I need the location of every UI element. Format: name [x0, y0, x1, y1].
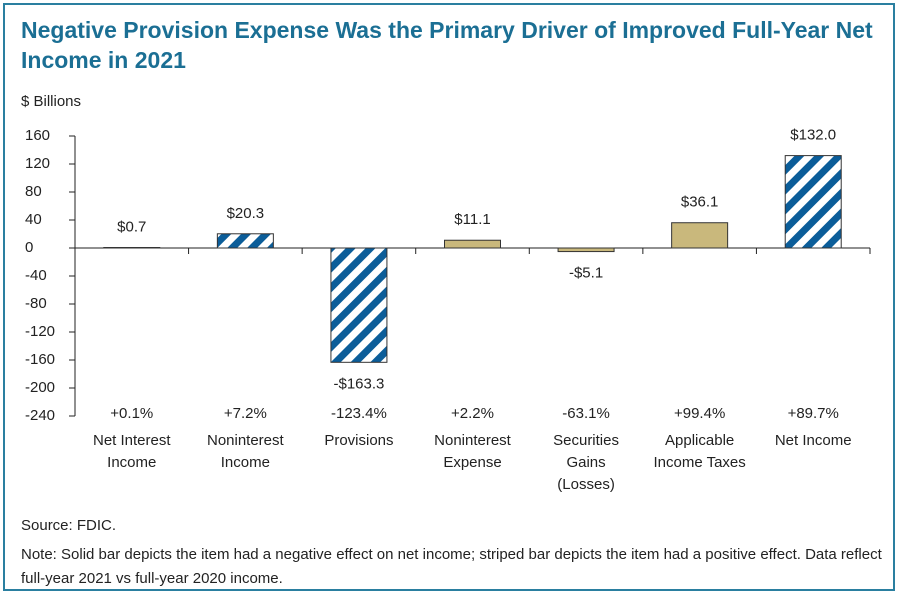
bar	[444, 239, 501, 249]
note: Note: Solid bar depicts the item had a n…	[21, 546, 882, 587]
x-tick-label: Net Interest Income	[93, 432, 171, 471]
change-label: +89.7%	[788, 405, 839, 422]
y-tick-label: -200	[25, 379, 55, 396]
x-tick-label: Noninterest Income	[206, 432, 284, 471]
data-label: $11.1	[454, 211, 490, 228]
data-label: $132.0	[790, 127, 836, 144]
y-tick-label: -80	[25, 295, 47, 312]
y-tick-label: -160	[25, 351, 55, 368]
change-label: +2.2%	[451, 405, 494, 422]
y-tick-label: 80	[25, 183, 42, 200]
y-axis-label: $ Billions	[21, 93, 82, 110]
data-label: $20.3	[227, 205, 265, 222]
change-label: +99.4%	[674, 405, 725, 422]
frame: Negative Provision Expense Was the Prima…	[3, 3, 895, 591]
y-tick-label: -40	[25, 267, 47, 284]
data-label: -$163.3	[333, 375, 384, 392]
x-tick-label: Net Income	[774, 432, 852, 449]
bar	[330, 247, 388, 363]
data-label: $0.7	[117, 218, 146, 235]
y-tick-label: 160	[25, 127, 50, 144]
x-tick-label: Noninterest Expense	[434, 432, 511, 471]
change-label: +7.2%	[224, 405, 267, 422]
x-tick-label: Securities Gains (Losses)	[553, 432, 619, 493]
change-label: -123.4%	[331, 405, 387, 422]
chart-title: Negative Provision Expense Was the Prima…	[21, 17, 873, 73]
y-tick-label: -240	[25, 407, 55, 424]
source: Source: FDIC.	[21, 517, 117, 534]
bar	[216, 233, 274, 249]
change-label: -63.1%	[562, 405, 610, 422]
y-tick-label: -120	[25, 323, 55, 340]
bar	[557, 247, 615, 253]
bar	[784, 155, 842, 249]
y-tick-label: 120	[25, 155, 50, 172]
data-label: $36.1	[681, 194, 719, 211]
y-tick-label: 40	[25, 211, 42, 228]
bar	[671, 222, 729, 249]
y-tick-label: 0	[25, 239, 33, 256]
x-tick-label: Applicable Income Taxes	[653, 432, 746, 471]
change-label: +0.1%	[110, 405, 153, 422]
x-tick-label: Provisions	[324, 432, 394, 449]
data-label: -$5.1	[569, 265, 603, 282]
